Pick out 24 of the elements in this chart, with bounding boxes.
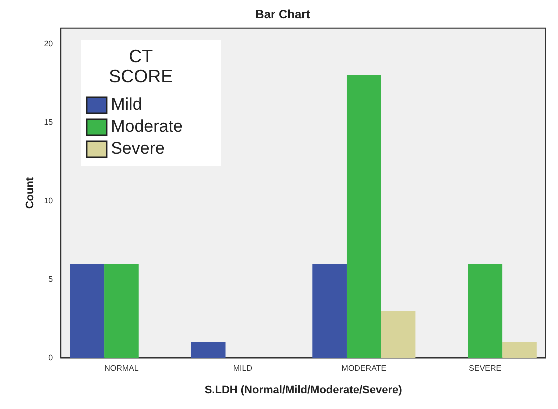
bar — [70, 264, 105, 358]
bar — [191, 342, 226, 358]
y-tick-label: 15 — [44, 118, 54, 127]
y-tick-label: 10 — [44, 196, 54, 206]
bar — [381, 311, 416, 358]
y-tick-label: 20 — [44, 39, 54, 48]
x-tick-label: NORMAL — [104, 364, 140, 374]
x-tick-label: MODERATE — [342, 364, 387, 374]
y-tick-label: 5 — [48, 274, 54, 284]
x-axis-title: S.LDH (Normal/Mild/Moderate/Severe) — [204, 384, 403, 396]
bar — [502, 342, 537, 358]
chart-title: Bar Chart — [256, 8, 310, 22]
x-tick-label: SEVERE — [469, 364, 502, 374]
legend-label: Moderate — [111, 117, 183, 136]
legend-label: Severe — [111, 139, 165, 158]
bar — [104, 264, 139, 358]
y-axis-title: Count — [24, 177, 37, 210]
y-tick-label: 0 — [48, 353, 54, 362]
legend-label: Mild — [111, 95, 142, 114]
x-tick-label: MILD — [233, 364, 253, 374]
legend-title: CT SCORE — [109, 46, 174, 86]
bar — [312, 264, 347, 358]
bar — [468, 264, 503, 358]
bar — [346, 76, 382, 358]
